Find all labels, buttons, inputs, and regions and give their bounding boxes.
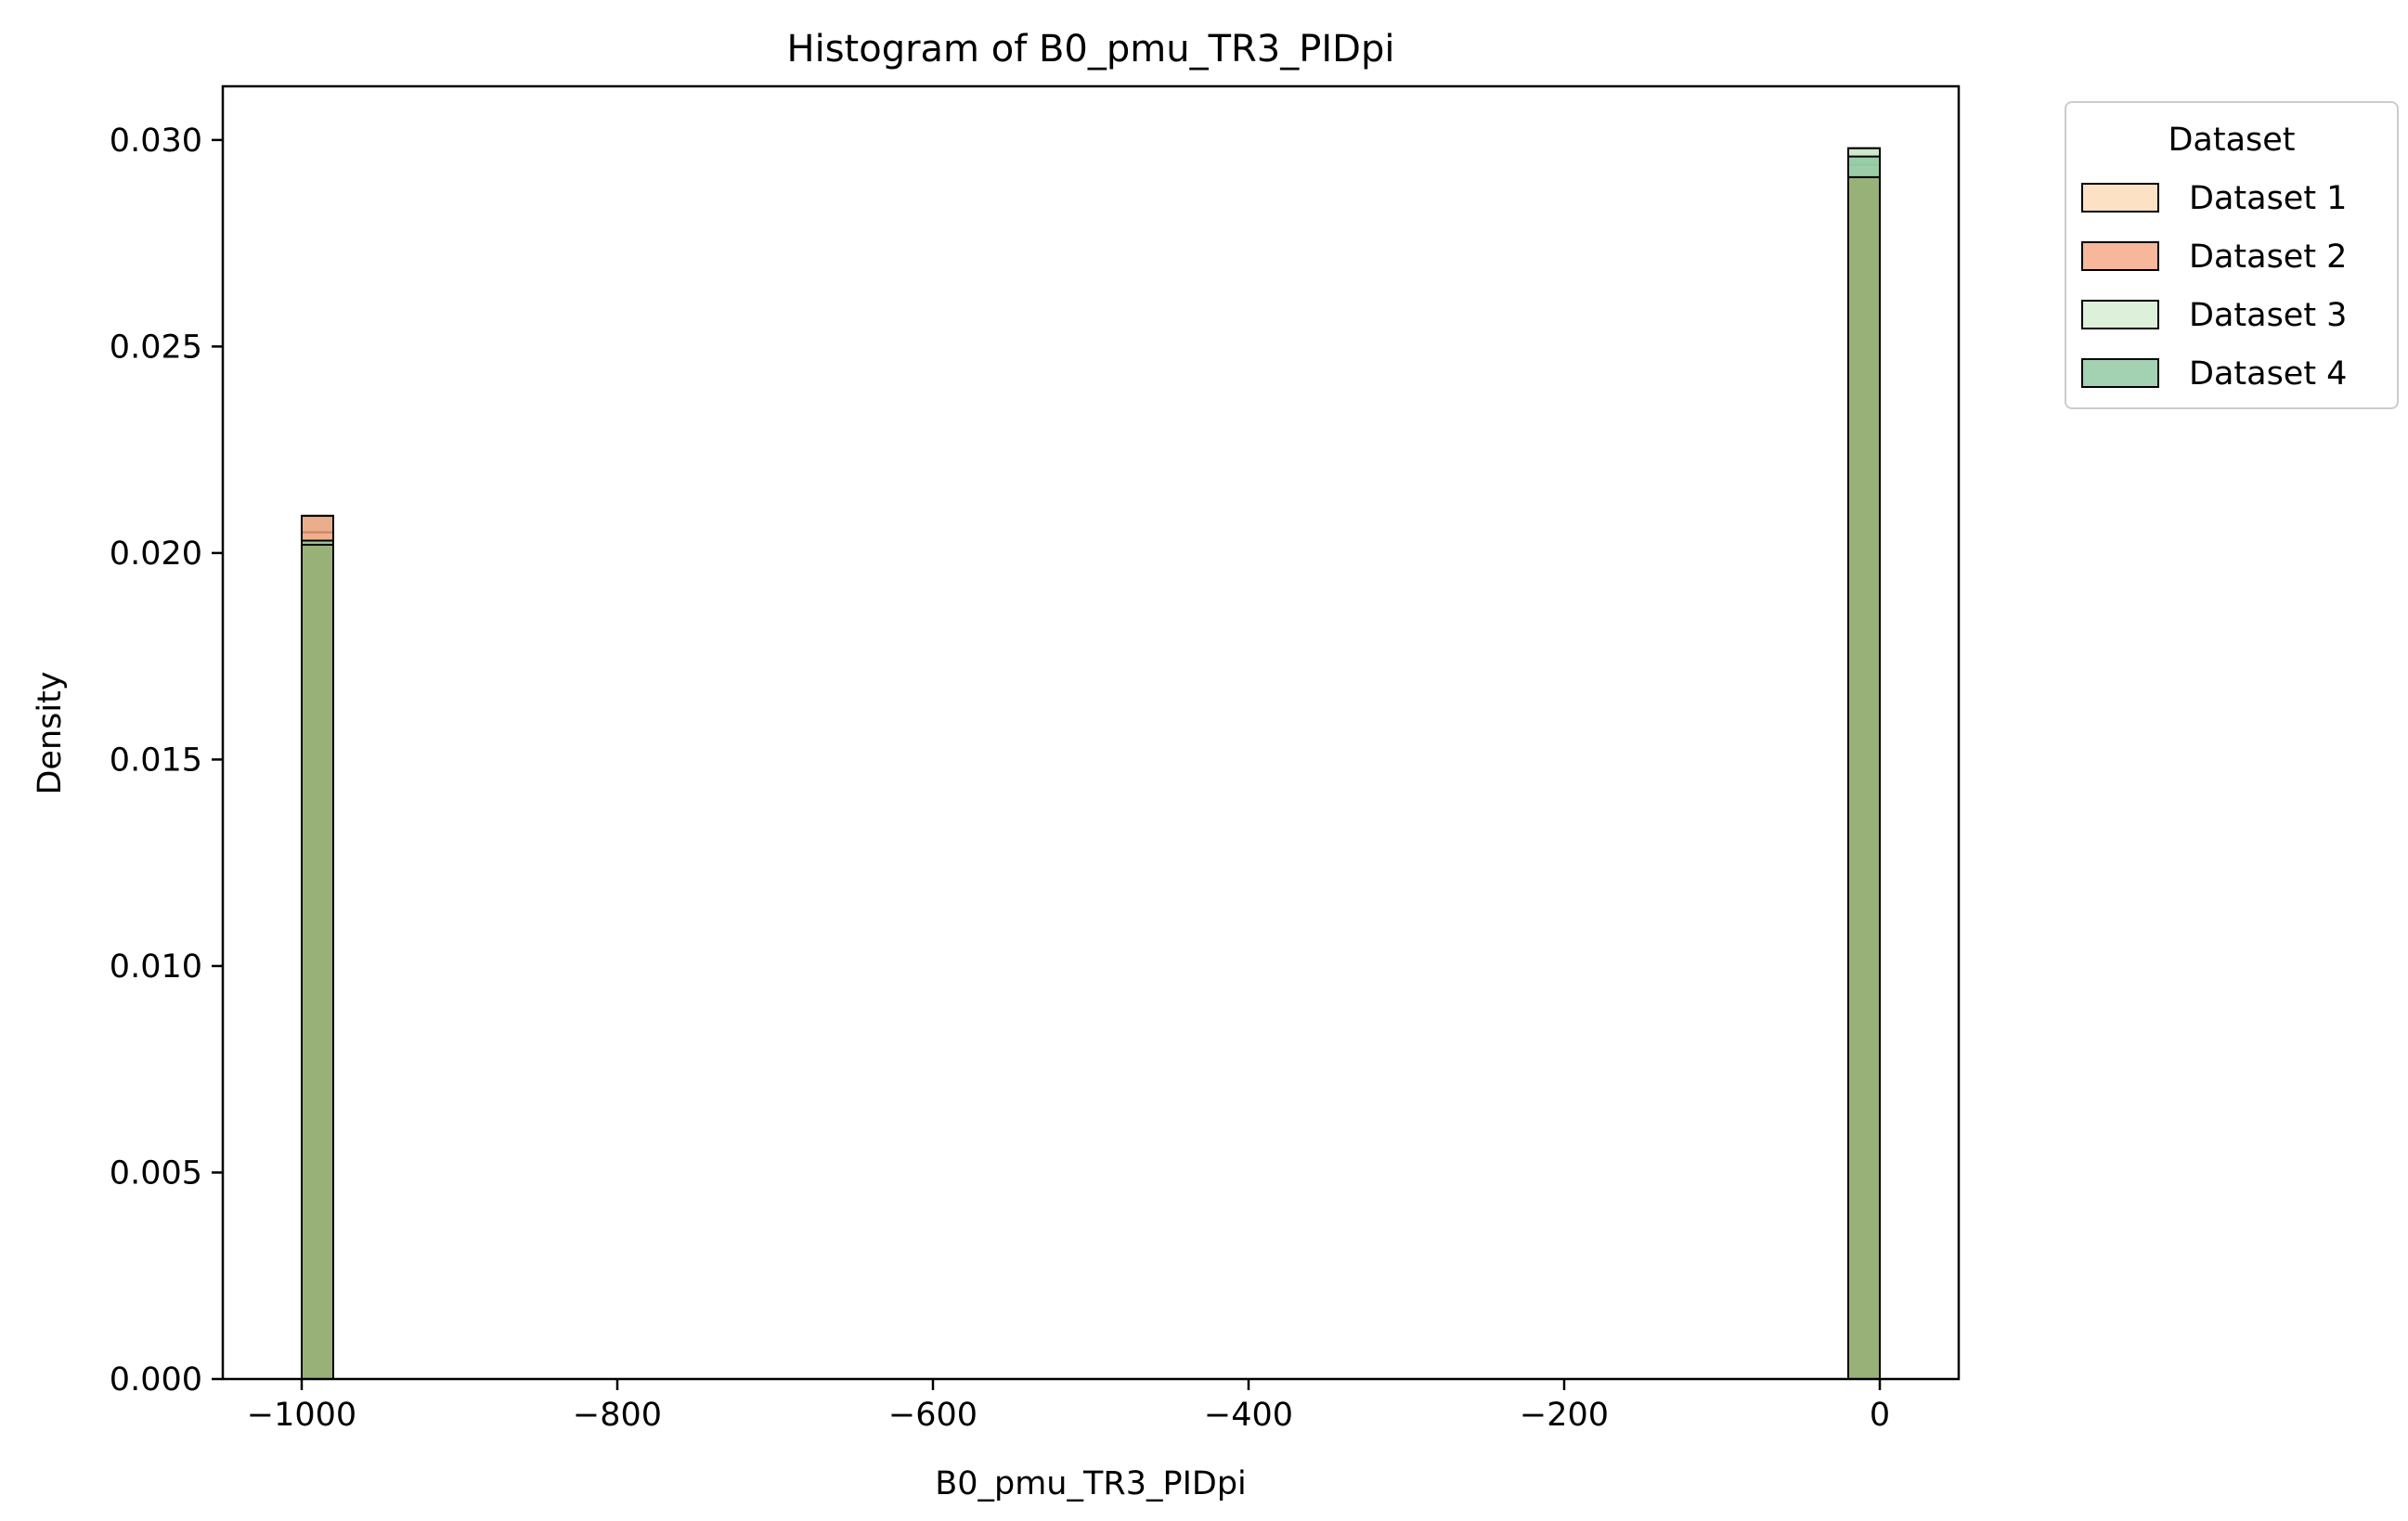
legend-swatch-dataset-1	[2081, 183, 2159, 213]
bar-cap-dataset-4-bin-1	[1847, 155, 1881, 178]
x-axis-label: B0_pmu_TR3_PIDpi	[935, 1465, 1247, 1502]
y-axis-label: Density	[32, 671, 69, 794]
legend-items: Dataset 1 Dataset 2 Dataset 3 Dataset 4	[2081, 180, 2347, 393]
x-tick-label: −1000	[247, 1397, 356, 1434]
bar-cap-dataset-4-bin-0	[301, 539, 334, 547]
legend-swatch-dataset-3	[2081, 300, 2159, 329]
y-tick-label: 0.010	[110, 948, 202, 986]
plot-frame	[221, 84, 1961, 1381]
legend-label-dataset-1: Dataset 1	[2189, 180, 2347, 217]
y-tick-label: 0.025	[110, 329, 202, 366]
x-axis-ticks: −1000 −800 −600 −400 −200 0	[247, 1379, 1890, 1434]
legend-title: Dataset	[2168, 122, 2295, 159]
bar-dataset-4-bin-1	[1847, 155, 1881, 1380]
x-tick-label: 0	[1870, 1397, 1890, 1434]
y-tick-label: 0.000	[110, 1361, 202, 1399]
x-tick-label: −800	[573, 1397, 662, 1434]
y-tick-label: 0.015	[110, 741, 202, 779]
chart-title: Histogram of B0_pmu_TR3_PIDpi	[787, 28, 1395, 71]
legend-label-dataset-3: Dataset 3	[2189, 297, 2347, 334]
y-axis-ticks: 0.000 0.005 0.010 0.015 0.020 0.025 0.030	[110, 122, 223, 1399]
legend-swatch-dataset-2	[2081, 241, 2159, 271]
x-tick-label: −400	[1204, 1397, 1293, 1434]
legend-label-dataset-4: Dataset 4	[2189, 355, 2347, 393]
x-tick-label: −600	[888, 1397, 977, 1434]
x-tick-label: −200	[1520, 1397, 1609, 1434]
bars-layer	[301, 147, 1881, 1381]
legend-box	[2065, 101, 2399, 409]
y-tick-label: 0.020	[110, 535, 202, 573]
legend-label-dataset-2: Dataset 2	[2189, 238, 2347, 276]
y-tick-label: 0.030	[110, 122, 202, 160]
legend-swatch-dataset-4	[2081, 358, 2159, 388]
y-tick-label: 0.005	[110, 1154, 202, 1192]
bar-dataset-4-bin-0	[301, 539, 334, 1380]
